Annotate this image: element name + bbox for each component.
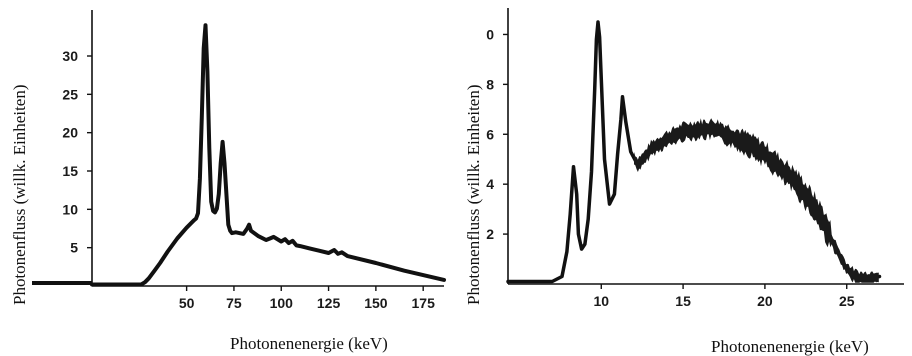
y-tick-label-top: 0 [486,26,494,42]
left-y-axis-label: Photonenfluss (willk. Einheiten) [10,84,29,305]
y-tick-label: 30 [62,48,78,64]
left-ticks: 50 75 100 125 150 175 5 10 15 20 25 30 [62,48,435,311]
x-tick-label: 50 [179,295,195,311]
y-tick-label: 25 [62,86,78,102]
x-tick-label: 10 [593,293,609,309]
x-tick-label: 15 [675,293,691,309]
x-tick-label: 175 [412,295,436,311]
y-tick-label: 8 [486,76,494,92]
right-noise-band [634,118,879,283]
y-tick-label: 5 [70,240,78,256]
x-tick-label: 150 [364,295,388,311]
x-tick-label: 100 [270,295,294,311]
x-tick-label: 20 [757,293,773,309]
y-tick-label: 6 [486,126,494,142]
x-tick-label: 25 [839,293,855,309]
y-tick-label: 4 [486,176,494,192]
right-y-axis-label: Photonenfluss (willk. Einheiten) [464,84,483,305]
y-tick-label: 10 [62,201,78,217]
right-ticks: 10 15 20 25 2 4 6 8 0 [486,26,855,309]
y-tick-label: 15 [62,163,78,179]
left-x-axis-label: Photonenenergie (keV) [230,334,388,353]
left-chart: 50 75 100 125 150 175 5 10 15 20 25 30 Photonenflus… [10,10,446,353]
y-tick-label: 2 [486,226,494,242]
x-tick-label: 75 [226,295,242,311]
right-series-line [506,20,882,284]
right-x-axis-label: Photonenenergie (keV) [711,337,869,356]
x-tick-label: 125 [317,295,341,311]
y-tick-label: 20 [62,125,78,141]
right-chart: 10 15 20 25 2 4 6 8 0 Photonenfluss (willk. Einh… [464,8,904,356]
left-series-line [90,23,446,287]
